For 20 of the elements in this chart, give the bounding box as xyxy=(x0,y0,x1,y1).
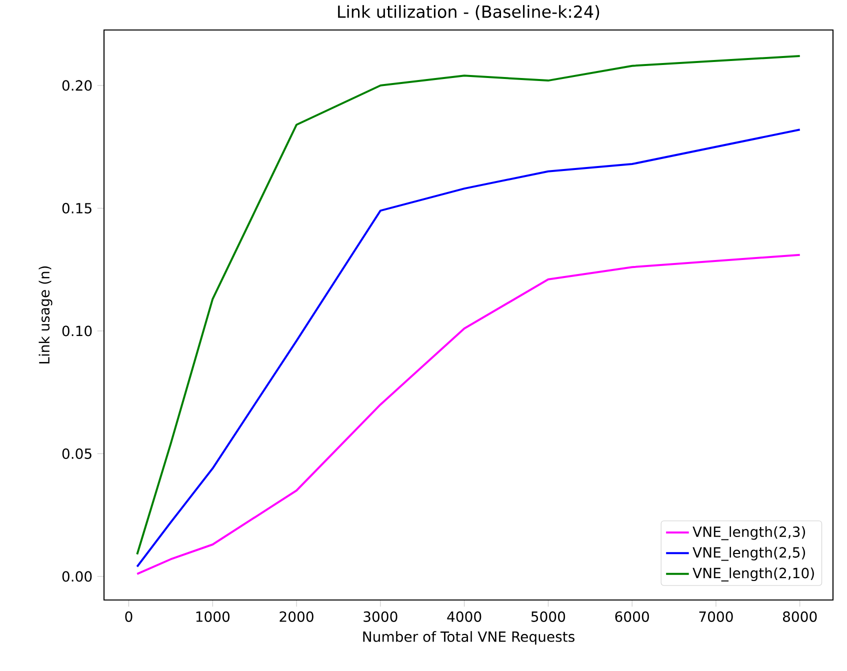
legend-label: VNE_length(2,3) xyxy=(692,526,806,540)
chart-title: Link utilization - (Baseline-k:24) xyxy=(338,5,600,20)
y-tick-label: 0.05 xyxy=(62,448,92,459)
x-tick-label: 7000 xyxy=(699,611,733,622)
x-tick-label: 8000 xyxy=(782,611,817,622)
legend-label: VNE_length(2,5) xyxy=(692,546,806,561)
x-tick-label: 3000 xyxy=(364,611,398,622)
x-tick-label: 1000 xyxy=(196,611,230,622)
x-tick-label: 2000 xyxy=(280,611,314,622)
x-axis-title: Number of Total VNE Requests xyxy=(363,631,574,645)
x-tick-label: 4000 xyxy=(447,611,482,622)
y-tick-label: 0.00 xyxy=(62,571,92,582)
y-tick-label: 0.20 xyxy=(62,80,92,91)
y-tick-label: 0.10 xyxy=(62,326,92,336)
x-tick-label: 0 xyxy=(125,611,132,622)
legend-label: VNE_length(2,10) xyxy=(692,568,814,582)
x-tick-label: 6000 xyxy=(615,611,649,622)
x-tick-label: 5000 xyxy=(531,611,566,622)
y-axis-title: Link usage (n) xyxy=(38,266,52,364)
y-tick-label: 0.15 xyxy=(62,202,92,214)
